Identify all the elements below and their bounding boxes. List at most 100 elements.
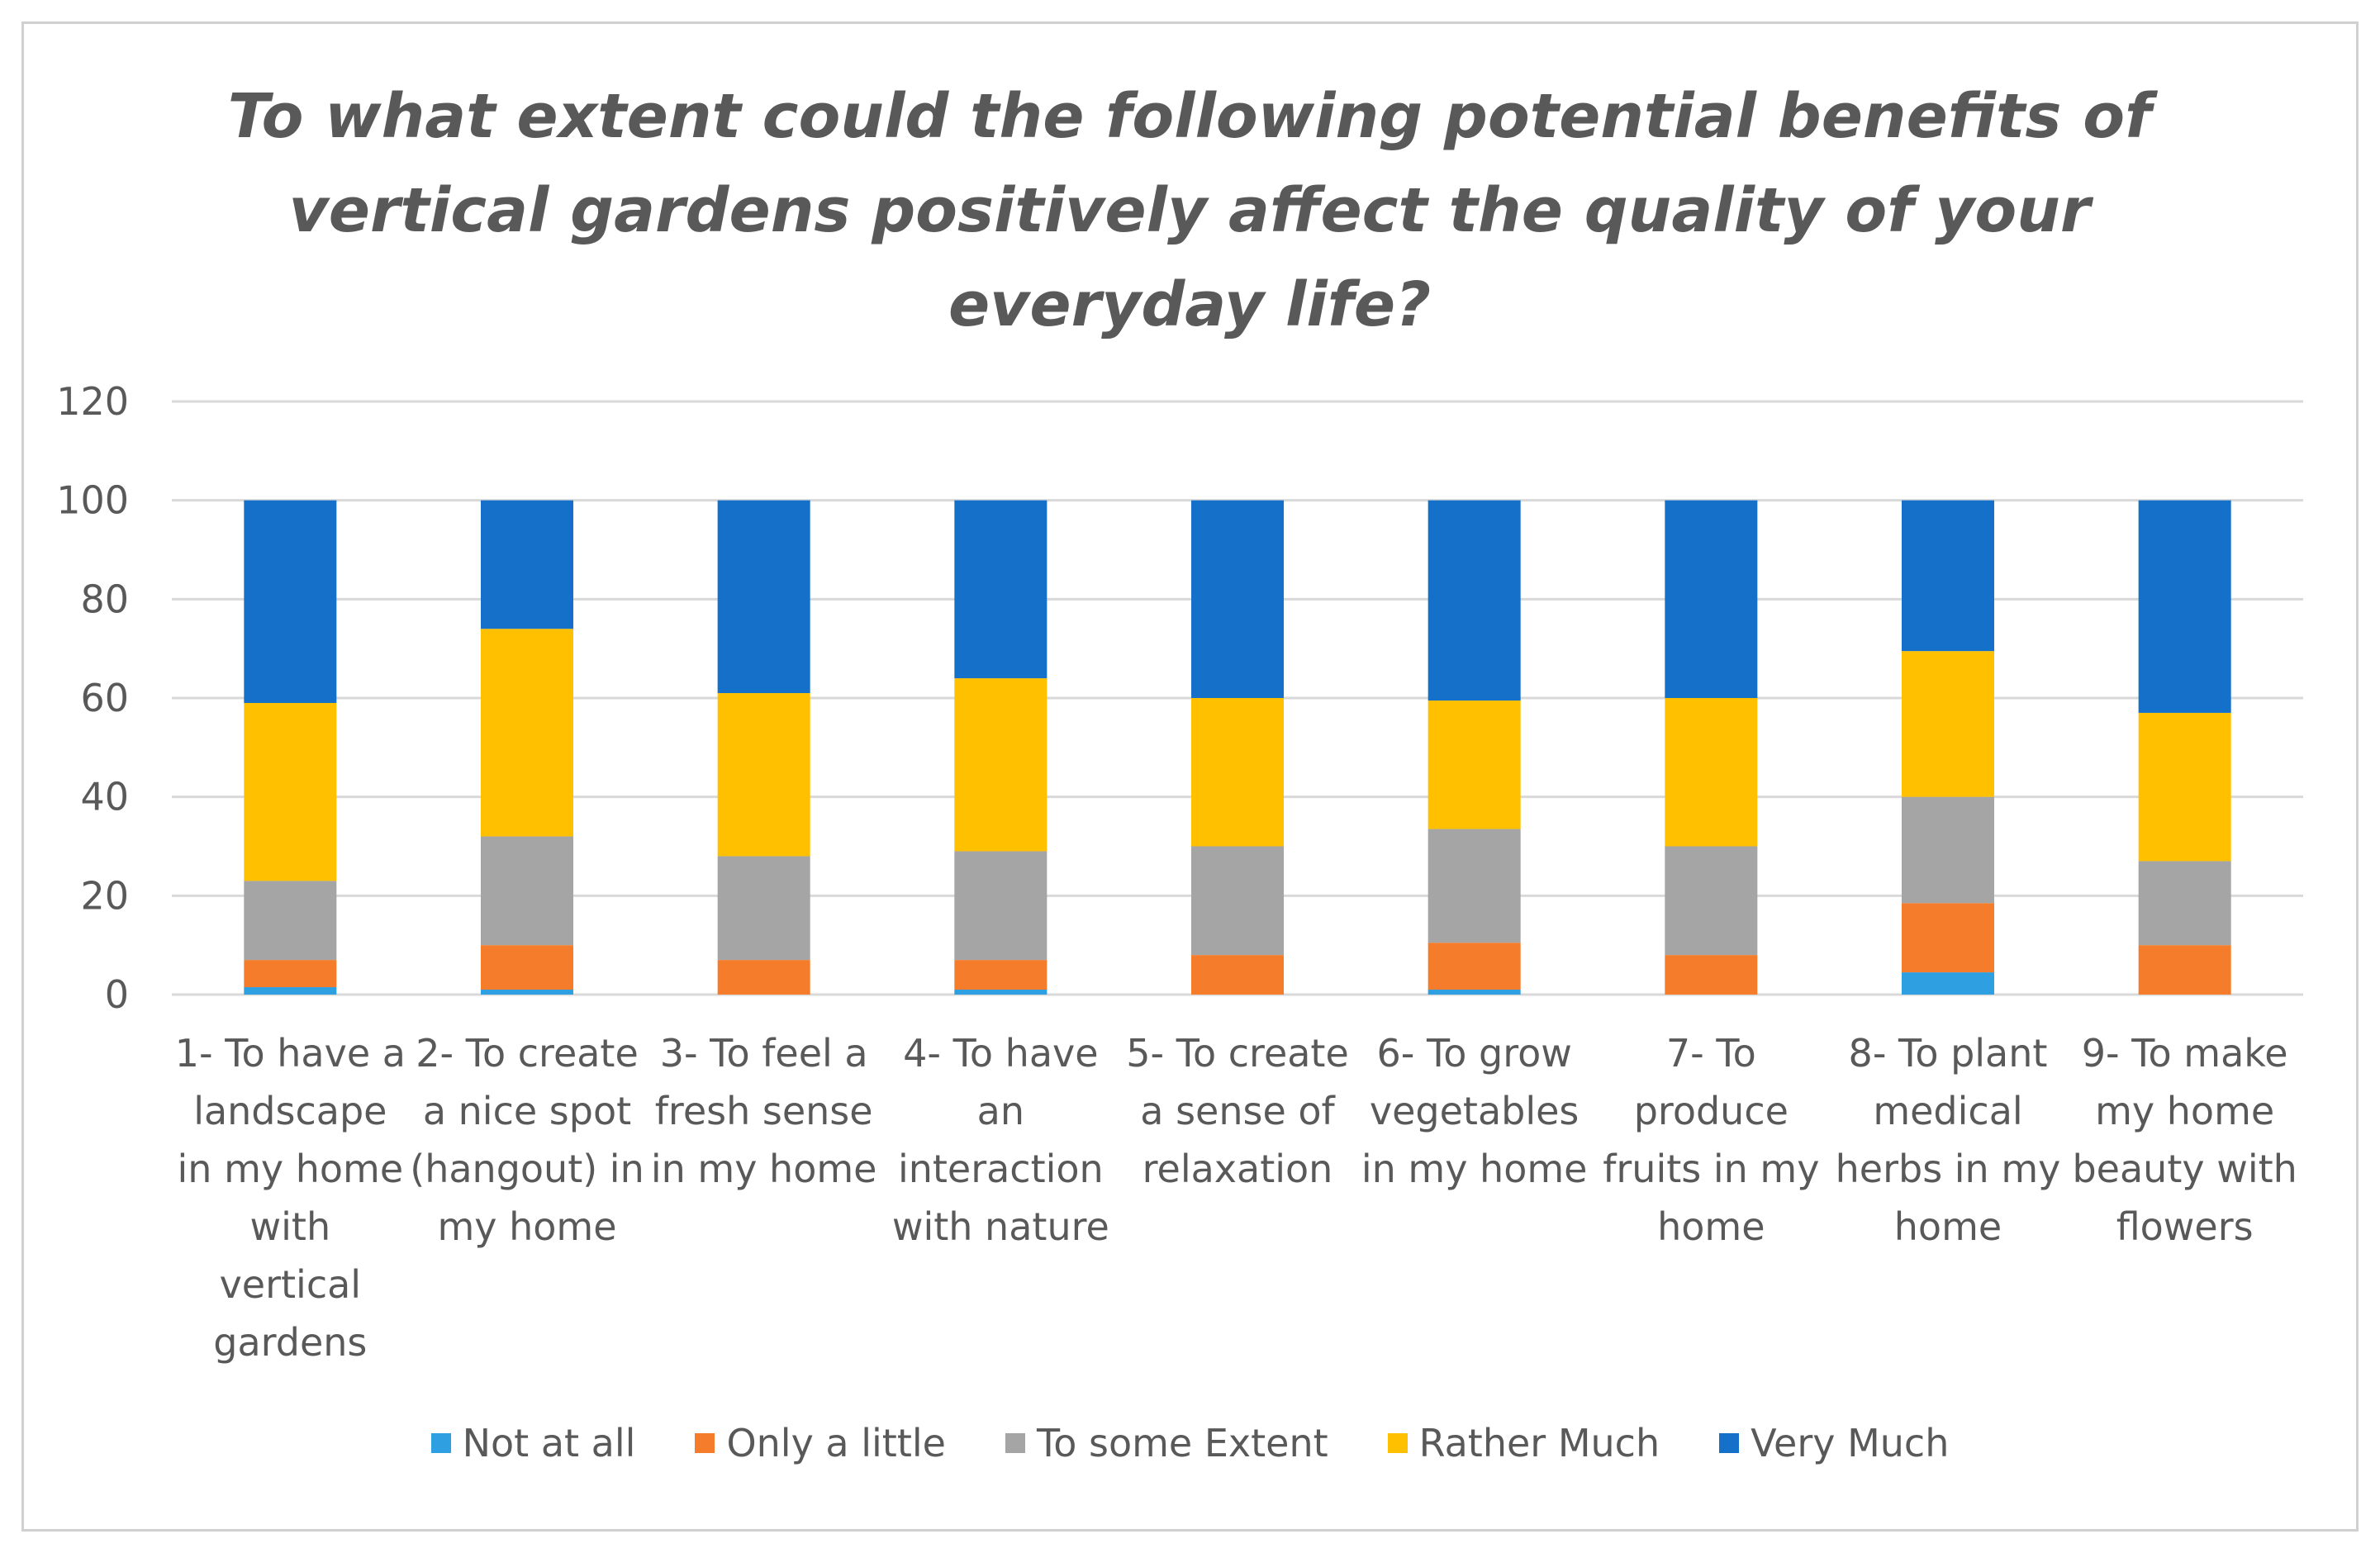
x-category-label-6: 6- To grow vegetables in my home — [1351, 1024, 1599, 1198]
bar-segment-very-much — [244, 500, 337, 703]
bar-segment-not-at-all — [481, 990, 573, 995]
legend: Not at all Only a little To some Extent Rat… — [0, 1421, 2380, 1465]
bar-stack-9 — [2138, 500, 2231, 995]
x-category-label-5: 5- To create a sense of relaxation — [1114, 1024, 1361, 1198]
x-category-label-3: 3- To feel a fresh sense in my home — [640, 1024, 888, 1198]
legend-swatch — [1719, 1433, 1740, 1453]
bar-segment-rather-much — [1428, 700, 1521, 829]
y-tick-label: 40 — [80, 775, 129, 819]
x-category-label-line: an — [976, 1089, 1024, 1133]
x-category-label-7: 7- To produce fruits in my home — [1587, 1024, 1835, 1256]
bar-segment-rather-much — [717, 693, 810, 857]
legend-swatch — [1005, 1433, 1025, 1453]
bar-segment-to-some-extent — [1428, 829, 1521, 943]
x-category-label-line: in my home — [1361, 1147, 1588, 1191]
bar-segment-to-some-extent — [1191, 846, 1284, 956]
bars — [244, 500, 2231, 995]
legend-label: Only a little — [726, 1421, 946, 1465]
x-category-label-line: 3- To feel a — [659, 1031, 868, 1076]
x-category-label-line: with nature — [891, 1204, 1109, 1249]
x-category-label-line: 6- To grow — [1376, 1031, 1572, 1076]
bar-segment-very-much — [954, 500, 1047, 679]
legend-item: Not at all — [430, 1421, 635, 1465]
legend-label: To some Extent — [1036, 1421, 1328, 1465]
bar-segment-to-some-extent — [481, 836, 573, 946]
bar-segment-rather-much — [954, 678, 1047, 852]
x-category-label-line: gardens — [213, 1320, 368, 1365]
chart-title: To what extent could the following poten… — [227, 81, 2152, 340]
x-category-label-line: medical — [1873, 1089, 2023, 1133]
legend-item: Only a little — [695, 1421, 946, 1465]
bar-segment-only-a-little — [717, 960, 810, 995]
bar-segment-not-at-all — [244, 987, 337, 995]
bar-segment-only-a-little — [1902, 903, 1994, 973]
bar-segment-rather-much — [1665, 698, 1758, 847]
x-category-label-2: 2- To create a nice spot (hangout) in my ho… — [403, 1024, 651, 1256]
x-category-label-line: vegetables — [1369, 1089, 1580, 1133]
bar-segment-to-some-extent — [244, 881, 337, 961]
legend-item: To some Extent — [1005, 1421, 1328, 1465]
bar-stack-1 — [244, 500, 337, 995]
bar-segment-only-a-little — [2138, 945, 2231, 995]
bar-segment-only-a-little — [954, 960, 1047, 990]
y-tick-label: 120 — [56, 379, 129, 424]
bar-segment-only-a-little — [1191, 955, 1284, 995]
bar-stack-8 — [1902, 500, 1994, 995]
x-category-label-line: 1- To have a — [174, 1031, 406, 1076]
x-category-label-line: 2- To create — [416, 1031, 639, 1076]
legend-swatch — [695, 1433, 715, 1453]
x-category-label-line: landscape — [193, 1089, 387, 1133]
bar-stack-6 — [1428, 500, 1521, 995]
bar-segment-very-much — [1665, 500, 1758, 698]
bar-stack-2 — [481, 500, 573, 995]
bar-segment-only-a-little — [244, 960, 337, 988]
x-category-label-4: 4- To have an interaction with nature — [876, 1024, 1124, 1256]
y-tick-label: 0 — [105, 972, 129, 1017]
bar-segment-rather-much — [2138, 712, 2231, 862]
bar-segment-very-much — [2138, 500, 2231, 713]
bar-segment-to-some-extent — [1902, 796, 1994, 904]
x-category-label-line: beauty with — [2072, 1147, 2297, 1191]
x-category-label-line: my home — [2095, 1089, 2275, 1133]
bar-segment-only-a-little — [481, 945, 573, 990]
legend-item: Rather Much — [1387, 1421, 1660, 1465]
legend-label: Very Much — [1751, 1421, 1950, 1465]
legend-item: Very Much — [1719, 1421, 1949, 1465]
x-category-label-line: 4- To have — [903, 1031, 1099, 1076]
bar-segment-very-much — [481, 500, 573, 629]
bar-segment-rather-much — [1902, 651, 1994, 797]
y-axis-ticks: 0 20 40 60 80 100 120 — [56, 379, 129, 1017]
x-category-label-line: home — [1893, 1204, 2002, 1249]
x-category-label-line: produce — [1633, 1089, 1789, 1133]
y-tick-label: 20 — [80, 873, 129, 918]
x-category-label-line: fruits in my — [1603, 1147, 1820, 1191]
bar-segment-to-some-extent — [1665, 846, 1758, 956]
x-category-label-line: home — [1657, 1204, 1765, 1249]
legend-label: Rather Much — [1418, 1421, 1660, 1465]
y-tick-label: 60 — [80, 676, 129, 720]
x-category-label-line: my home — [437, 1204, 617, 1249]
bar-segment-very-much — [717, 500, 810, 694]
bar-segment-very-much — [1902, 500, 1994, 652]
bar-segment-only-a-little — [1665, 955, 1758, 995]
x-category-label-line: with — [249, 1204, 331, 1249]
bar-segment-to-some-extent — [954, 851, 1047, 961]
legend-swatch — [1387, 1433, 1408, 1453]
x-category-label-line: 9- To make — [2081, 1031, 2288, 1076]
bar-segment-rather-much — [481, 629, 573, 837]
x-category-label-line: herbs in my — [1835, 1147, 2061, 1191]
x-category-label-line: 8- To plant — [1848, 1031, 2048, 1076]
bar-segment-only-a-little — [1428, 943, 1521, 990]
x-category-label-line: in my home — [650, 1147, 877, 1191]
x-category-label-line: (hangout) in — [410, 1147, 644, 1191]
x-category-label-line: a sense of — [1140, 1089, 1335, 1133]
bar-stack-7 — [1665, 500, 1758, 995]
x-category-label-line: a nice spot — [422, 1089, 632, 1133]
y-tick-label: 100 — [56, 478, 129, 523]
bar-segment-rather-much — [244, 702, 337, 881]
bar-stack-5 — [1191, 500, 1284, 995]
x-category-label-line: in my home — [177, 1147, 404, 1191]
x-category-label-9: 9- To make my home beauty with flowers — [2061, 1024, 2309, 1256]
x-category-label-line: vertical — [219, 1262, 362, 1307]
